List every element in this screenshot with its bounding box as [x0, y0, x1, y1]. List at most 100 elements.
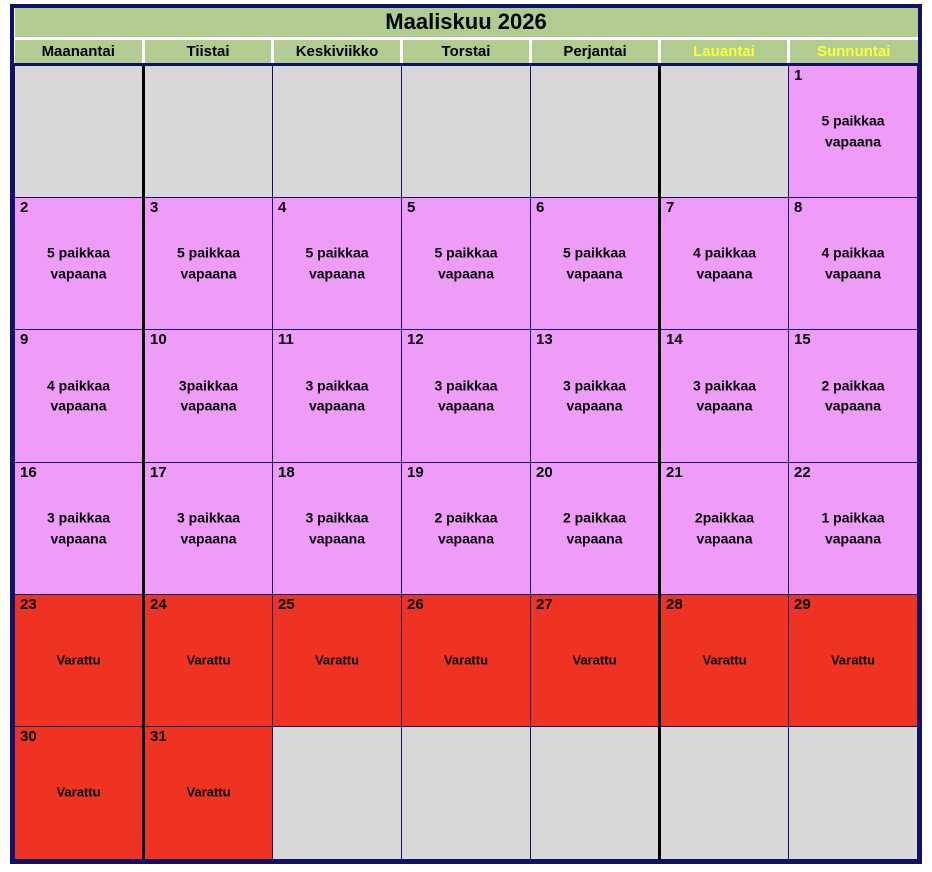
calendar-empty-cell [401, 726, 531, 860]
calendar-day-cell-5[interactable]: 5 5 paikkaa vapaana [401, 196, 531, 331]
calendar-day-cell-16[interactable]: 16 3 paikkaa vapaana [14, 461, 144, 595]
calendar-empty-cell [272, 64, 402, 198]
day-number: 9 [20, 331, 29, 349]
calendar-day-cell-31[interactable]: 31 Varattu [142, 726, 273, 860]
calendar-day-cell-9[interactable]: 9 4 paikkaa vapaana [14, 329, 144, 463]
calendar-empty-cell [788, 726, 918, 860]
day-number: 4 [278, 198, 287, 216]
month-title: Maaliskuu 2026 [14, 8, 918, 40]
calendar-day-cell-30[interactable]: 30 Varattu [14, 726, 144, 860]
day-number: 3 [150, 198, 159, 216]
day-number: 16 [20, 463, 37, 481]
day-availability-note: 5 paikkaa vapaana [821, 113, 885, 150]
calendar-empty-cell [530, 726, 660, 860]
day-number: 24 [150, 595, 167, 613]
day-number: 30 [20, 728, 37, 746]
day-number: 12 [407, 331, 424, 349]
calendar-empty-cell [658, 726, 789, 860]
calendar-day-cell-26[interactable]: 26 Varattu [401, 593, 531, 728]
calendar-day-cell-22[interactable]: 22 1 paikkaa vapaana [788, 461, 918, 595]
day-availability-note: 5 paikkaa vapaana [176, 245, 241, 282]
calendar-week-row: 30 Varattu 31 Varattu [14, 726, 918, 860]
calendar-day-cell-28[interactable]: 28 Varattu [658, 593, 789, 728]
day-status-booked: Varattu [56, 652, 101, 668]
day-number: 31 [150, 728, 167, 746]
calendar-table: Maaliskuu 2026 Maanantai Tiistai Keskiviik… [14, 8, 918, 860]
day-number: 28 [666, 595, 683, 613]
day-availability-note: 5 paikkaa vapaana [562, 245, 627, 282]
calendar-day-cell-18[interactable]: 18 3 paikkaa vapaana [272, 461, 402, 595]
day-number: 27 [536, 595, 553, 613]
calendar-day-cell-11[interactable]: 11 3 paikkaa vapaana [272, 329, 402, 463]
day-availability-note: 4 paikkaa vapaana [46, 377, 111, 414]
calendar-day-cell-20[interactable]: 20 2 paikkaa vapaana [530, 461, 660, 595]
day-number: 17 [150, 463, 167, 481]
calendar-day-cell-13[interactable]: 13 3 paikkaa vapaana [530, 329, 660, 463]
calendar-week-row: 23 Varattu 24 Varattu 25 Varattu 26 Varattu 27 Va… [14, 593, 918, 728]
day-number: 13 [536, 331, 553, 349]
calendar-day-cell-25[interactable]: 25 Varattu [272, 593, 402, 728]
calendar-day-cell-27[interactable]: 27 Varattu [530, 593, 660, 728]
calendar-day-cell-15[interactable]: 15 2 paikkaa vapaana [788, 329, 918, 463]
day-status-booked: Varattu [186, 784, 231, 800]
calendar-day-cell-12[interactable]: 12 3 paikkaa vapaana [401, 329, 531, 463]
day-status-booked: Varattu [572, 652, 617, 668]
day-number: 19 [407, 463, 424, 481]
day-availability-note: 3 paikkaa vapaana [692, 377, 757, 414]
calendar-week-row: 2 5 paikkaa vapaana 3 5 paikkaa vapaana 4 5 p… [14, 196, 918, 331]
calendar-day-cell-7[interactable]: 7 4 paikkaa vapaana [658, 196, 789, 331]
day-number: 1 [794, 67, 803, 85]
calendar-day-cell-17[interactable]: 17 3 paikkaa vapaana [142, 461, 273, 595]
day-number: 18 [278, 463, 295, 481]
calendar-day-cell-2[interactable]: 2 5 paikkaa vapaana [14, 196, 144, 331]
weekday-header-perjantai: Perjantai [530, 38, 661, 67]
calendar-day-cell-1[interactable]: 1 5 paikkaa vapaana [788, 64, 918, 198]
day-number: 20 [536, 463, 553, 481]
calendar-week-row: 9 4 paikkaa vapaana 10 3paikkaa vapaana 11 3 … [14, 329, 918, 463]
day-availability-note: 2paikkaa vapaana [694, 509, 755, 547]
weekday-header-sunnuntai: Sunnuntai [788, 38, 918, 67]
day-number: 22 [794, 463, 811, 481]
day-availability-note: 4 paikkaa vapaana [692, 245, 757, 282]
calendar-day-cell-4[interactable]: 4 5 paikkaa vapaana [272, 196, 402, 331]
day-availability-note: 5 paikkaa vapaana [46, 245, 111, 282]
calendar-empty-cell [658, 64, 789, 198]
weekday-header-lauantai: Lauantai [659, 38, 790, 67]
day-availability-note: 3 paikkaa vapaana [562, 377, 627, 414]
calendar-day-cell-6[interactable]: 6 5 paikkaa vapaana [530, 196, 660, 331]
day-number: 5 [407, 198, 416, 216]
weekday-header-maanantai: Maanantai [14, 38, 145, 67]
calendar-empty-cell [272, 726, 402, 860]
day-number: 29 [794, 595, 811, 613]
calendar-week-row: 16 3 paikkaa vapaana 17 3 paikkaa vapaana 18… [14, 461, 918, 595]
month-calendar: Maaliskuu 2026 Maanantai Tiistai Keskiviik… [10, 4, 922, 864]
calendar-empty-cell [142, 64, 273, 198]
calendar-day-cell-3[interactable]: 3 5 paikkaa vapaana [142, 196, 273, 331]
calendar-title-row: Maaliskuu 2026 [14, 8, 918, 40]
day-number: 8 [794, 198, 803, 216]
calendar-empty-cell [401, 64, 531, 198]
calendar-day-cell-21[interactable]: 21 2paikkaa vapaana [658, 461, 789, 595]
day-availability-note: 2 paikkaa vapaana [434, 509, 498, 547]
calendar-day-cell-24[interactable]: 24 Varattu [142, 593, 273, 728]
day-availability-note: 5 paikkaa vapaana [305, 245, 369, 282]
weekday-header-tiistai: Tiistai [143, 38, 274, 67]
calendar-day-cell-29[interactable]: 29 Varattu [788, 593, 918, 728]
day-availability-note: 3paikkaa vapaana [178, 377, 239, 414]
weekday-header-keskiviikko: Keskiviikko [272, 38, 403, 67]
day-availability-note: 3 paikkaa vapaana [305, 377, 369, 414]
calendar-day-cell-23[interactable]: 23 Varattu [14, 593, 144, 728]
calendar-day-cell-19[interactable]: 19 2 paikkaa vapaana [401, 461, 531, 595]
day-number: 10 [150, 331, 167, 349]
day-number: 6 [536, 198, 545, 216]
calendar-day-cell-8[interactable]: 8 4 paikkaa vapaana [788, 196, 918, 331]
day-number: 26 [407, 595, 424, 613]
day-number: 2 [20, 198, 29, 216]
calendar-week-row: 1 5 paikkaa vapaana [14, 64, 918, 198]
calendar-day-cell-10[interactable]: 10 3paikkaa vapaana [142, 329, 273, 463]
calendar-day-cell-14[interactable]: 14 3 paikkaa vapaana [658, 329, 789, 463]
day-number: 23 [20, 595, 37, 613]
day-availability-note: 3 paikkaa vapaana [46, 509, 111, 547]
day-status-booked: Varattu [443, 652, 489, 668]
day-number: 7 [666, 198, 675, 216]
